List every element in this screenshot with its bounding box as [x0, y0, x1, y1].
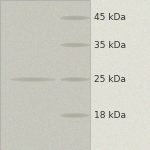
Text: 35 kDa: 35 kDa: [94, 40, 126, 50]
Ellipse shape: [60, 43, 90, 47]
Ellipse shape: [64, 16, 86, 20]
Bar: [0, 0, 90, 150]
Text: 45 kDa: 45 kDa: [94, 14, 126, 22]
Text: 18 kDa: 18 kDa: [94, 111, 126, 120]
Ellipse shape: [69, 17, 81, 19]
Ellipse shape: [69, 79, 81, 80]
Text: 25 kDa: 25 kDa: [94, 75, 126, 84]
Ellipse shape: [64, 114, 86, 117]
Ellipse shape: [60, 77, 90, 82]
Ellipse shape: [24, 79, 42, 80]
Ellipse shape: [64, 44, 86, 46]
Ellipse shape: [69, 44, 81, 46]
Ellipse shape: [11, 77, 56, 82]
Ellipse shape: [69, 115, 81, 116]
Ellipse shape: [60, 16, 90, 20]
Ellipse shape: [17, 78, 49, 81]
Ellipse shape: [64, 78, 86, 81]
Ellipse shape: [60, 113, 90, 118]
